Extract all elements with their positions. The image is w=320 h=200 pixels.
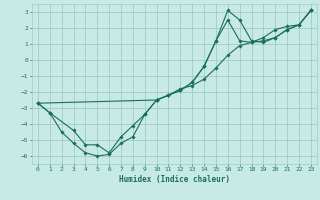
X-axis label: Humidex (Indice chaleur): Humidex (Indice chaleur) (119, 175, 230, 184)
